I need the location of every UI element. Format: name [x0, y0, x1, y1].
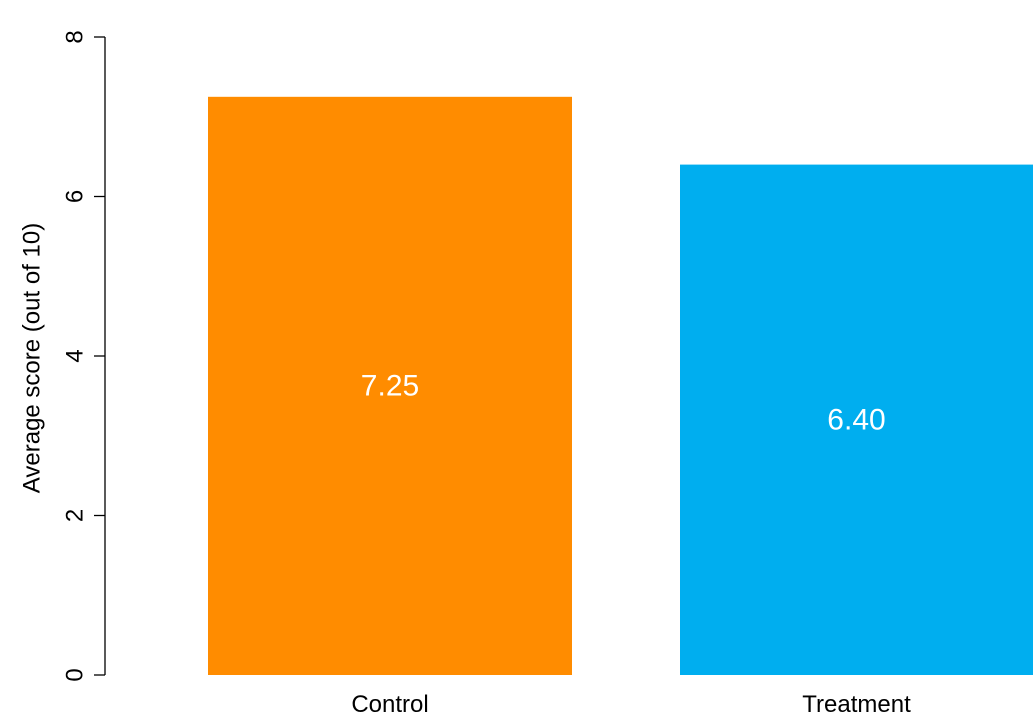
- y-tick-label: 6: [62, 190, 89, 203]
- bar-control: [208, 96, 572, 675]
- x-category-label: Control: [351, 691, 428, 718]
- x-axis-labels: Control Treatment: [351, 691, 911, 718]
- y-tick-label: 8: [62, 30, 89, 43]
- y-axis-title: Average score (out of 10): [19, 223, 46, 493]
- bar-treatment: [680, 164, 1033, 675]
- data-labels-group: 7.25 6.40: [361, 369, 886, 436]
- x-category-label: Treatment: [802, 691, 911, 718]
- y-tick-label: 4: [62, 349, 89, 362]
- y-tick-label: 2: [62, 509, 89, 522]
- bar-value-label: 6.40: [827, 403, 885, 436]
- bar-value-label: 7.25: [361, 369, 419, 402]
- y-tick-label: 0: [62, 668, 89, 681]
- bars-group: [208, 96, 1033, 675]
- y-axis: 0 2 4 6 8: [62, 30, 106, 682]
